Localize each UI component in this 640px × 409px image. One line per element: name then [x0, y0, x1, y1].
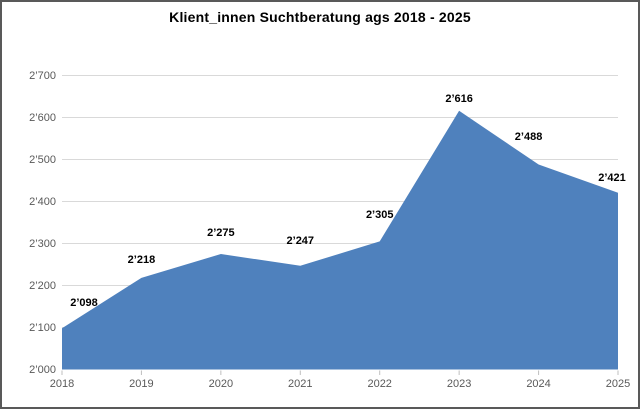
y-axis-tick-label: 2’500: [29, 153, 56, 166]
y-axis-tick-label: 2’600: [29, 111, 56, 124]
data-label: 2’616: [445, 92, 473, 105]
y-axis-tick-label: 2’200: [29, 279, 56, 292]
data-label: 2’098: [70, 297, 98, 310]
data-label: 2’305: [365, 209, 394, 222]
x-axis-tick-label: 2024: [526, 378, 551, 390]
y-axis-tick-label: 2’700: [29, 69, 56, 82]
data-label: 2’421: [598, 171, 626, 184]
y-axis-tick-label: 2’000: [29, 363, 56, 376]
x-axis-tick-label: 2018: [49, 378, 75, 390]
x-axis-tick-label: 2023: [446, 378, 472, 390]
data-label: 2’218: [127, 253, 156, 266]
x-axis-tick-label: 2021: [288, 378, 313, 390]
data-label: 2’275: [207, 227, 235, 239]
x-axis-tick-label: 2020: [208, 378, 234, 390]
y-axis-tick-label: 2’100: [29, 321, 56, 334]
data-label: 2’488: [514, 130, 543, 143]
y-axis-tick-label: 2’300: [29, 237, 56, 250]
data-label: 2’247: [286, 234, 315, 247]
chart-title: Klient_innen Suchtberatung ags 2018 - 20…: [169, 9, 471, 25]
x-axis-tick-label: 2025: [605, 378, 631, 390]
x-axis-tick-label: 2019: [129, 378, 154, 390]
x-axis-tick-label: 2022: [367, 378, 392, 390]
y-axis-tick-label: 2’400: [29, 195, 56, 208]
area-series-fill: [62, 110, 618, 370]
